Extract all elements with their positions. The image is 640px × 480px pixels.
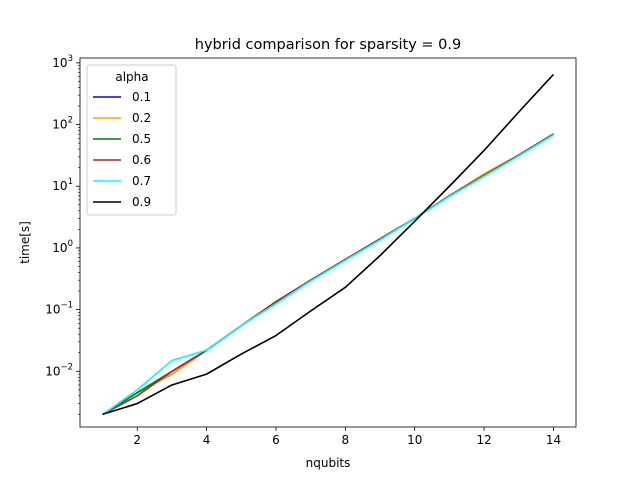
x-tick-label: 2	[133, 433, 141, 447]
y-tick-exponent: 3	[68, 54, 73, 64]
y-tick-label: 100	[52, 239, 73, 255]
plot-frame	[79, 57, 577, 428]
y-tick-label: 101	[52, 177, 73, 193]
y-tick-base: 10	[52, 56, 67, 70]
legend-label-0.6: 0.6	[132, 153, 151, 167]
y-tick-base: 10	[52, 241, 67, 255]
legend-label-0.5: 0.5	[132, 132, 151, 146]
legend-title: alpha	[115, 70, 148, 84]
y-tick-exponent: 2	[68, 116, 73, 126]
x-tick-label: 4	[203, 433, 211, 447]
y-tick-base: 10	[52, 179, 67, 193]
y-tick-exponent: 1	[68, 177, 73, 187]
x-tick-label: 8	[342, 433, 350, 447]
plot-lines	[102, 73, 555, 416]
y-tick-exponent: 0	[68, 239, 73, 249]
legend-label-0.7: 0.7	[132, 174, 151, 188]
y-tick-base: 10	[45, 364, 60, 378]
legend-entries: 0.1 0.2 0.5 0.6 0.7 0.9	[93, 90, 151, 209]
y-axis-label: time[s]	[18, 221, 32, 264]
y-tick-label: 10−1	[45, 301, 73, 317]
series-line-0.9	[102, 73, 555, 416]
y-tick-label: 102	[52, 116, 73, 132]
y-tick-label: 10−2	[45, 362, 73, 378]
legend-box	[86, 64, 177, 216]
legend-label-0.2: 0.2	[132, 111, 151, 125]
chart-title: hybrid comparison for sparsity = 0.9	[195, 37, 461, 53]
series-line-0.7	[102, 134, 554, 416]
x-tick-label: 14	[546, 433, 561, 447]
y-tick-exponent: −2	[60, 362, 73, 372]
y-tick-base: 10	[45, 303, 60, 317]
legend-label-0.9: 0.9	[132, 195, 151, 209]
y-tick-exponent: −1	[60, 301, 73, 311]
x-tick-label: 6	[272, 433, 280, 447]
legend-label-0.1: 0.1	[132, 90, 151, 104]
x-axis: 2 4 6 8 10 12 14	[133, 427, 561, 447]
y-tick-label: 103	[52, 54, 73, 70]
legend: alpha 0.1 0.2 0.5 0.6 0.7 0.9	[86, 64, 177, 216]
y-tick-base: 10	[52, 118, 67, 132]
x-tick-label: 10	[407, 433, 422, 447]
x-tick-label: 12	[476, 433, 491, 447]
x-axis-label: nqubits	[306, 456, 351, 470]
